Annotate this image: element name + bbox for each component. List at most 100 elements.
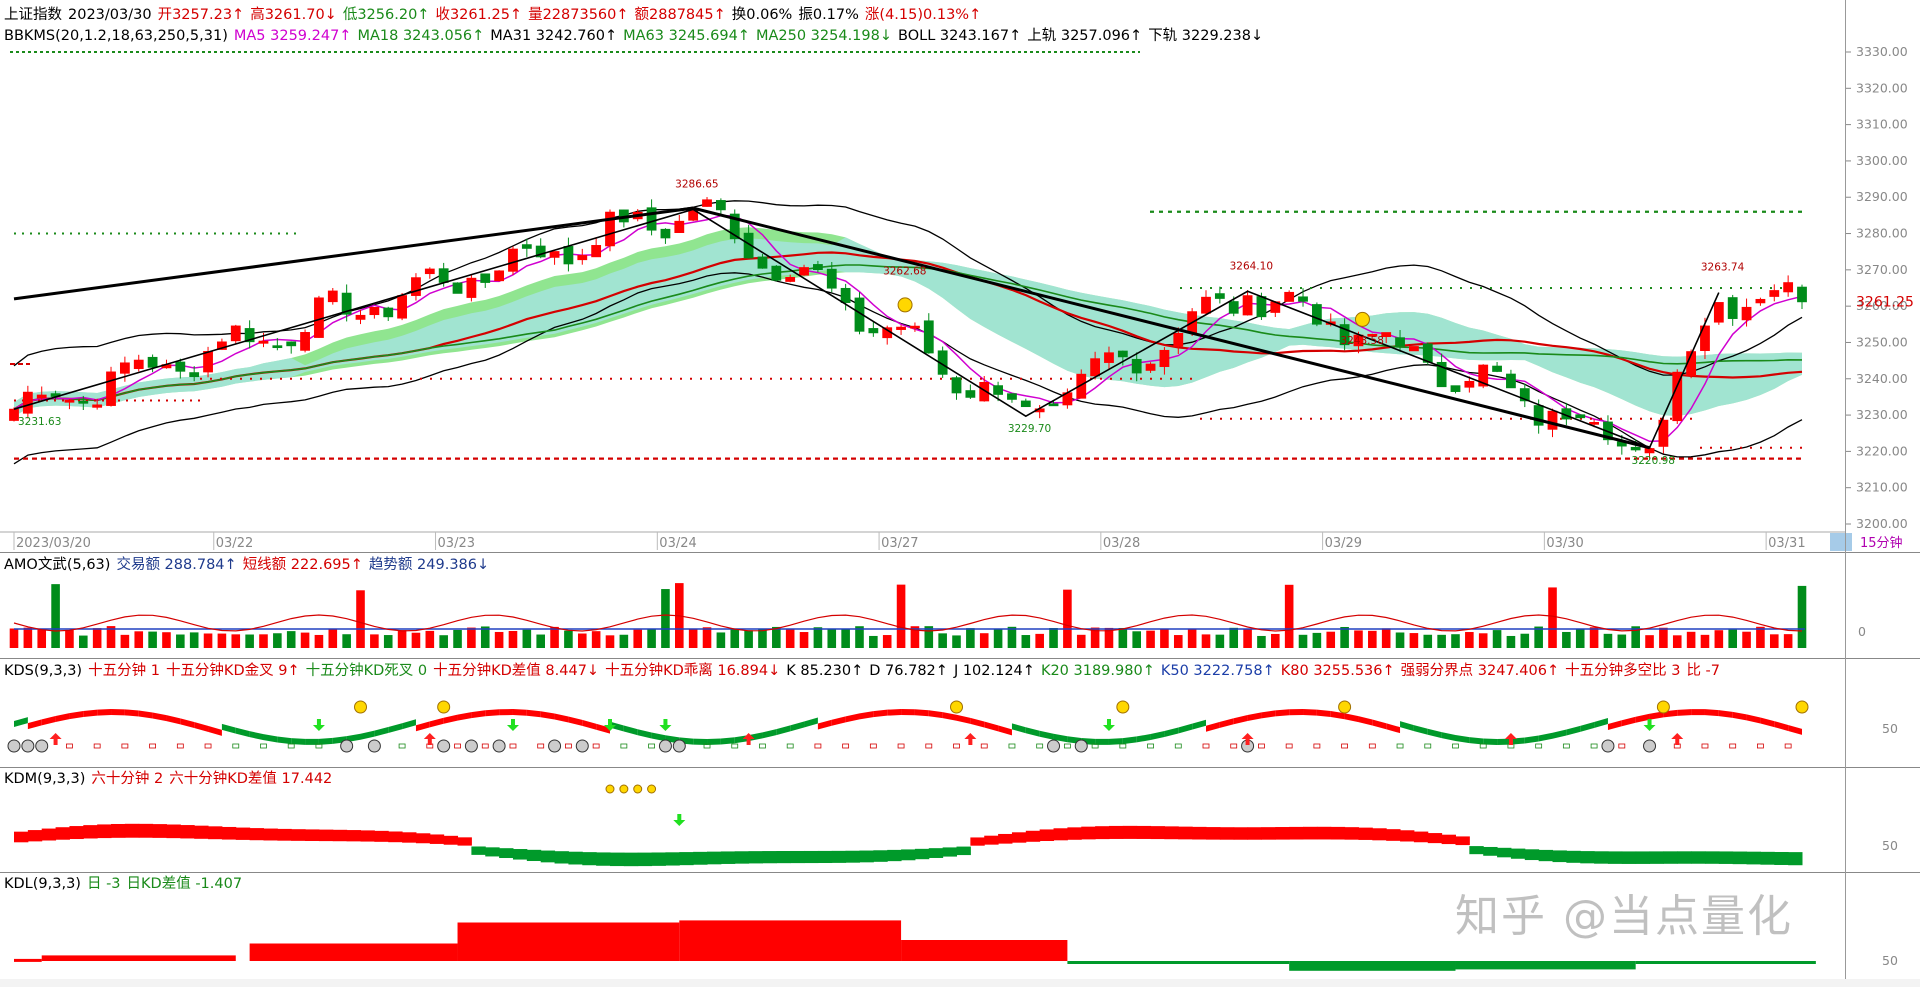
candle-body-fill <box>550 251 559 258</box>
kds-ribbon <box>1303 709 1317 716</box>
kds-panel[interactable]: KDS(9,3,3) 十五分钟 1 十五分钟KD金叉 9↑ 十五分钟KD死叉 0 十五分… <box>0 659 1920 767</box>
kds-small-bar <box>953 743 960 749</box>
kds-ribbon <box>402 719 416 730</box>
kds-ribbon <box>485 709 500 717</box>
volume-bar <box>1769 634 1779 648</box>
date-tick-label: 03/27 <box>881 536 918 551</box>
candle-body <box>563 246 574 265</box>
candle <box>605 209 615 252</box>
volume-bar <box>1797 585 1807 648</box>
volume-bar <box>1742 631 1751 648</box>
kds-ribbon <box>762 729 777 739</box>
kdm-bar <box>1621 851 1637 864</box>
volume-bar <box>203 633 213 648</box>
amo-header: AMO文武(5,63) 交易额 288.784↑ 短线额 222.695↑ 趋势额 2… <box>4 556 495 574</box>
kdl-chart[interactable]: 50 <box>0 873 1920 979</box>
kds-neutral-icon <box>437 739 451 753</box>
candle-body-fill <box>314 298 324 338</box>
kds-ribbon <box>263 734 278 743</box>
candle-body-fill <box>162 364 171 368</box>
price-chart[interactable]: 3200.00 3210.00 3220.00 3230.00 3240.00 3250.… <box>0 0 1920 552</box>
volume-bar <box>37 628 47 648</box>
kdm-bar <box>55 827 70 840</box>
kdl-panel[interactable]: KDL(9,3,3) 日 -3 日KD差值 -1.407 50 <box>0 873 1920 979</box>
kdm-panel[interactable]: KDM(9,3,3) 六十分钟 2 六十分钟KD差值 17.442 50 <box>0 768 1920 872</box>
kds-ribbon <box>540 711 555 720</box>
kds-small-bar <box>1479 743 1487 749</box>
kdm-bar <box>596 852 611 866</box>
amo-chart[interactable]: 0 <box>0 553 1920 658</box>
amo-panel[interactable]: AMO文武(5,63) 交易额 288.784↑ 短线额 222.695↑ 趋势额 2… <box>0 553 1920 658</box>
volume-bar <box>314 634 324 648</box>
volume-bar <box>1617 634 1627 648</box>
kds-ribbon <box>1497 738 1511 745</box>
candle <box>715 198 726 215</box>
trendline-down <box>692 206 1650 450</box>
kds-small-bar <box>1285 743 1293 749</box>
volume-bar <box>813 627 823 648</box>
kds-ribbon <box>956 714 971 724</box>
volume-bar <box>217 633 227 648</box>
kdm-chart[interactable]: 50 <box>0 768 1920 872</box>
kdm-bar <box>1108 825 1124 839</box>
kds-ribbon <box>1441 732 1456 741</box>
volume-bar <box>508 630 518 648</box>
kds-small-bar <box>287 743 295 749</box>
kdm-bar <box>1136 825 1152 839</box>
kds-small-bar <box>731 743 739 749</box>
header-item: 交易额 288.784↑ <box>116 557 237 573</box>
volume-bar <box>1312 632 1322 648</box>
candle <box>1104 346 1114 370</box>
header-item: J 102.124↑ <box>953 663 1035 679</box>
kdm-bar <box>415 833 431 844</box>
kds-ribbon <box>596 723 610 734</box>
header-item: 低3256.20↑ <box>342 7 430 23</box>
candle <box>1395 330 1405 352</box>
kdm-bar <box>1427 833 1443 844</box>
kdm-bar <box>194 825 209 839</box>
right-axis-line <box>1845 0 1846 987</box>
candle <box>868 321 879 337</box>
kdm-bar <box>637 852 653 867</box>
kdm-bar <box>318 829 334 842</box>
volume-bar <box>1603 633 1613 648</box>
ma-cloud-green <box>14 227 1802 417</box>
short-amount-line <box>13 614 1803 632</box>
volume-bar <box>799 632 809 648</box>
volume-bar <box>1298 634 1308 648</box>
header-item: BBKMS(20,1.2,18,63,250,5,31) <box>4 28 228 44</box>
kdm-bar <box>665 852 680 866</box>
kdm-bar <box>887 849 902 862</box>
candle <box>189 366 200 382</box>
candle-body <box>1519 388 1530 402</box>
candle <box>1450 385 1461 394</box>
kds-ribbon <box>1635 713 1650 723</box>
volume-bar <box>1354 630 1363 648</box>
kds-ribbon <box>1261 710 1276 719</box>
candle-body <box>1131 358 1142 374</box>
volume-bar <box>1423 634 1433 648</box>
candle <box>1727 294 1738 326</box>
kdl-bar <box>14 958 42 962</box>
kdm-bar <box>776 850 791 864</box>
volume-bar <box>467 627 476 648</box>
kdm-bar <box>27 830 43 842</box>
kdm-bar <box>1386 829 1401 841</box>
candle <box>92 398 103 410</box>
kds-chart[interactable]: 50 <box>0 659 1920 767</box>
kds-ribbon <box>901 709 915 716</box>
candle-body <box>78 400 89 404</box>
kds-small-bar <box>592 743 600 749</box>
candle-body <box>993 385 1003 395</box>
kds-small-bar <box>1784 743 1792 749</box>
volume-bar <box>758 628 767 648</box>
candle <box>424 267 435 279</box>
kds-ribbon <box>623 725 638 736</box>
kdl-bar <box>1635 961 1816 964</box>
price-panel[interactable]: 上证指数 2023/03/30 开3257.23↑ 高3261.70↓ 低3256.20… <box>0 0 1920 552</box>
kdm-bar <box>1774 851 1789 865</box>
candle-body-fill <box>591 245 601 257</box>
candle-body-fill <box>1035 409 1044 412</box>
candle <box>300 329 310 353</box>
candle-body-fill <box>1714 302 1724 322</box>
